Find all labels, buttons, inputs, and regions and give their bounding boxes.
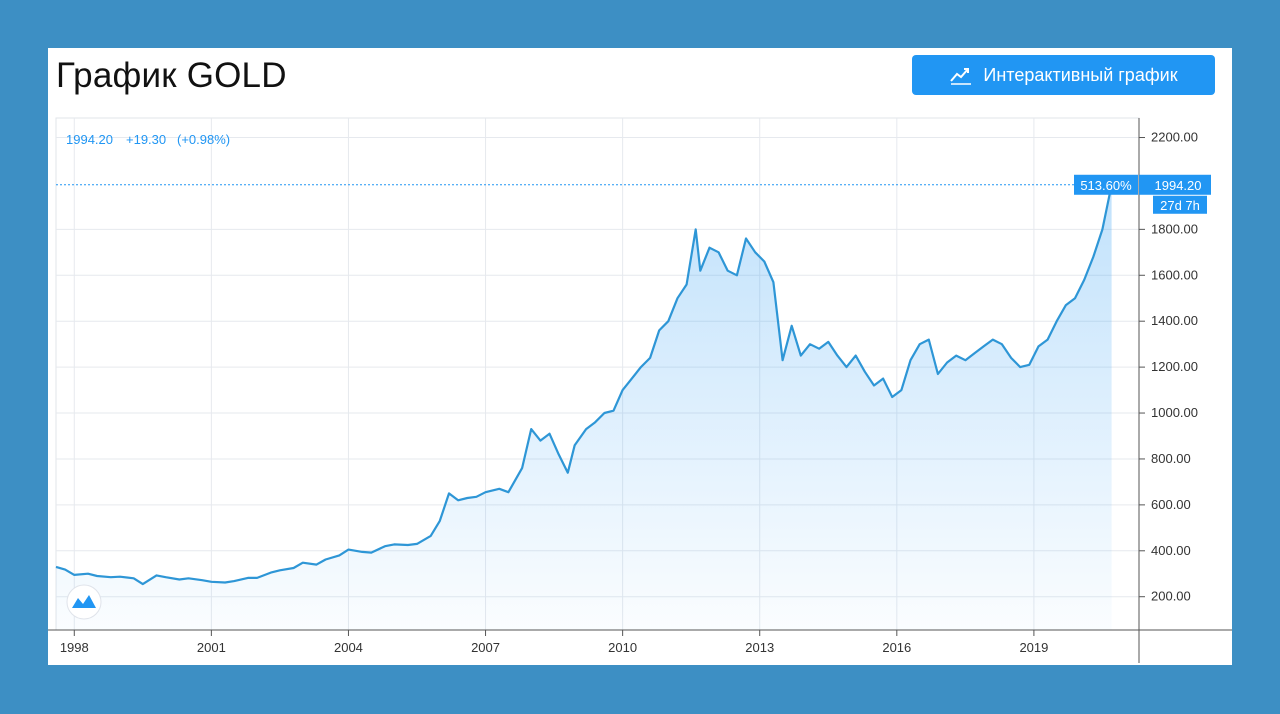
y-tick-label: 800.00 <box>1151 451 1191 466</box>
x-tick-label: 2016 <box>882 640 911 655</box>
interactive-chart-button[interactable]: Интерактивный график <box>912 55 1215 95</box>
y-tick-label: 1400.00 <box>1151 313 1198 328</box>
x-tick-label: 1998 <box>60 640 89 655</box>
countdown-tag-label: 27d 7h <box>1160 198 1200 213</box>
y-tick-label: 1800.00 <box>1151 221 1198 236</box>
x-tick-label: 2013 <box>745 640 774 655</box>
y-tick-label: 400.00 <box>1151 543 1191 558</box>
x-tick-label: 2010 <box>608 640 637 655</box>
series-area-fill <box>56 184 1112 631</box>
x-tick-label: 2001 <box>197 640 226 655</box>
y-tick-label: 1200.00 <box>1151 359 1198 374</box>
countdown-tag <box>1153 195 1207 214</box>
page-title: График GOLD <box>56 56 287 95</box>
percent-tag <box>1074 174 1138 195</box>
price-chart[interactable]: 200.00 400.00 600.00 800.00 1000.00 1200.00 14… <box>48 48 1232 665</box>
legend-change: +19.30 <box>126 132 166 147</box>
chart-card: График GOLD Интерактивный график 200.00 4… <box>48 48 1232 665</box>
x-tick-label: 2004 <box>334 640 363 655</box>
y-tick-label: 2200.00 <box>1151 130 1198 145</box>
last-price-tag-label: 1994.20 <box>1155 178 1202 193</box>
chart-logo-icon[interactable] <box>66 584 102 620</box>
y-tick-label: 200.00 <box>1151 589 1191 604</box>
y-tick-label: 600.00 <box>1151 497 1191 512</box>
x-tick-label: 2007 <box>471 640 500 655</box>
y-tick-label: 1600.00 <box>1151 267 1198 282</box>
y-tick-label: 1000.00 <box>1151 405 1198 420</box>
x-tick-label: 2019 <box>1019 640 1048 655</box>
line-chart-icon <box>950 68 972 85</box>
legend-change-pct: (+0.98%) <box>177 132 230 147</box>
percent-tag-label: 513.60% <box>1080 178 1132 193</box>
last-price-tag <box>1139 174 1211 195</box>
legend-price: 1994.20 <box>66 132 113 147</box>
series-line[interactable] <box>55 184 1113 586</box>
interactive-chart-button-label: Интерактивный график <box>983 64 1178 85</box>
